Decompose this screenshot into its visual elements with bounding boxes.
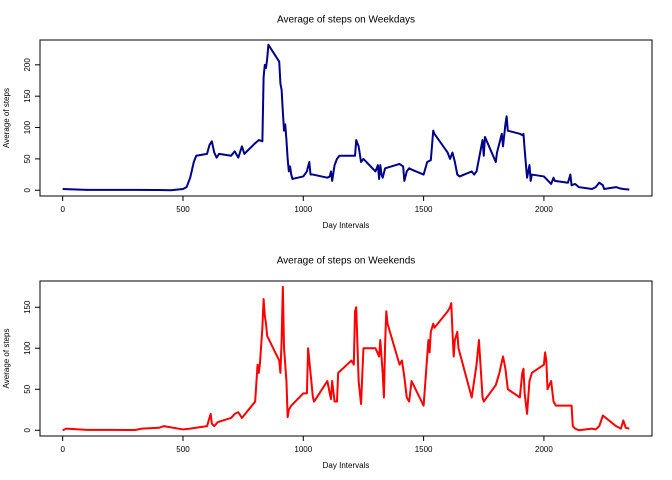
y-tick-label: 100 [23, 341, 32, 355]
y-tick-label: 0 [23, 187, 32, 192]
y-tick-label: 100 [23, 120, 32, 134]
x-tick-label: 0 [60, 205, 65, 214]
x-tick-label: 2000 [535, 445, 553, 454]
x-tick-label: 0 [60, 445, 65, 454]
x-tick-label: 1500 [415, 205, 433, 214]
chart-title: Average of steps on Weekdays [277, 15, 415, 26]
chart-title: Average of steps on Weekends [277, 256, 416, 267]
y-axis-label: Average of steps [2, 329, 11, 389]
y-tick-label: 200 [23, 58, 32, 72]
x-axis-label: Day Intervals [323, 461, 370, 470]
x-tick-label: 1500 [415, 445, 433, 454]
y-tick-label: 0 [23, 427, 32, 432]
y-tick-label: 50 [23, 154, 32, 163]
plot-frame [39, 280, 653, 437]
plot-frame [39, 39, 653, 197]
data-line [62, 43, 630, 192]
y-axis-label: Average of steps [2, 88, 11, 148]
y-tick-label: 150 [23, 89, 32, 103]
x-tick-label: 1000 [294, 445, 312, 454]
y-tick-label: 50 [23, 384, 32, 393]
data-line [62, 285, 630, 432]
x-tick-label: 1000 [294, 205, 312, 214]
y-tick-label: 150 [23, 300, 32, 314]
x-tick-label: 500 [176, 445, 190, 454]
x-axis-label: Day Intervals [323, 221, 370, 230]
x-tick-label: 500 [176, 205, 190, 214]
x-tick-label: 2000 [535, 205, 553, 214]
